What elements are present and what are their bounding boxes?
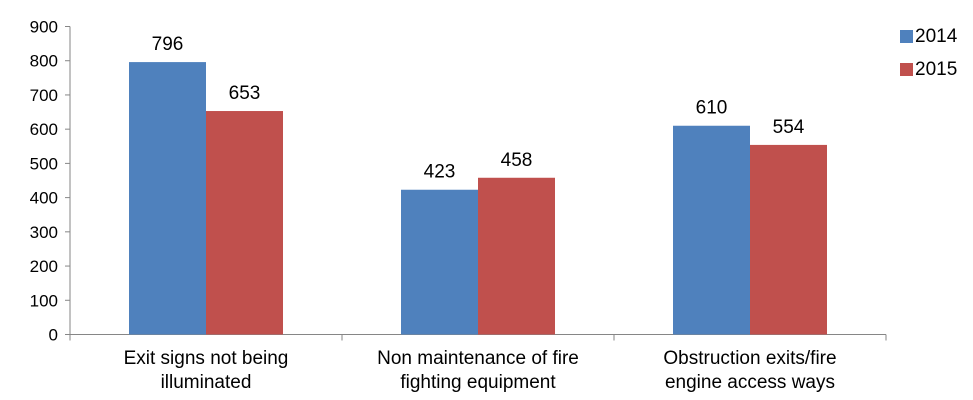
chart-bars xyxy=(129,62,827,335)
y-tick-label: 100 xyxy=(30,291,58,310)
y-tick-label: 600 xyxy=(30,120,58,139)
category-label-3-line-2: engine access ways xyxy=(665,372,835,393)
y-tick-label: 800 xyxy=(30,52,58,71)
bar-2015-3 xyxy=(750,144,827,335)
bar-2015-1 xyxy=(206,111,283,335)
category-label-1-line-2: illuminated xyxy=(161,372,252,393)
chart-category-labels: Exit signs not being illuminated Non maint… xyxy=(124,348,837,393)
category-label-3-line-1: Obstruction exits/fire xyxy=(663,348,836,369)
category-label-2-line-1: Non maintenance of fire xyxy=(377,348,579,369)
bar-2015-2 xyxy=(478,177,555,335)
data-label-2015-1: 653 xyxy=(229,83,261,104)
y-tick-label: 0 xyxy=(49,326,58,345)
legend-label-2014: 2014 xyxy=(915,26,958,47)
chart-axes: 0 100 200 300 400 500 600 700 800 900 xyxy=(30,18,887,345)
category-label-1-line-1: Exit signs not being xyxy=(124,348,289,369)
y-tick-label: 300 xyxy=(30,223,58,242)
bar-2014-2 xyxy=(401,189,478,335)
data-label-2014-3: 610 xyxy=(696,98,728,119)
bar-2014-3 xyxy=(673,125,750,335)
bar-2014-1 xyxy=(129,62,206,335)
chart-data-labels: 796 653 423 458 610 554 xyxy=(152,34,805,183)
y-tick-label: 900 xyxy=(30,18,58,37)
legend-label-2015: 2015 xyxy=(915,59,957,80)
data-label-2015-3: 554 xyxy=(773,117,805,138)
data-label-2014-2: 423 xyxy=(424,162,456,183)
y-tick-label: 500 xyxy=(30,154,58,173)
y-tick-label: 200 xyxy=(30,257,58,276)
chart-legend: 2014 2015 xyxy=(900,26,958,80)
y-tick-label: 400 xyxy=(30,189,58,208)
category-label-2-line-2: fighting equipment xyxy=(400,372,556,393)
data-label-2015-2: 458 xyxy=(501,150,533,171)
legend-swatch-2014 xyxy=(900,30,913,43)
y-tick-label: 700 xyxy=(30,86,58,105)
data-label-2014-1: 796 xyxy=(152,34,184,55)
legend-swatch-2015 xyxy=(900,63,913,76)
